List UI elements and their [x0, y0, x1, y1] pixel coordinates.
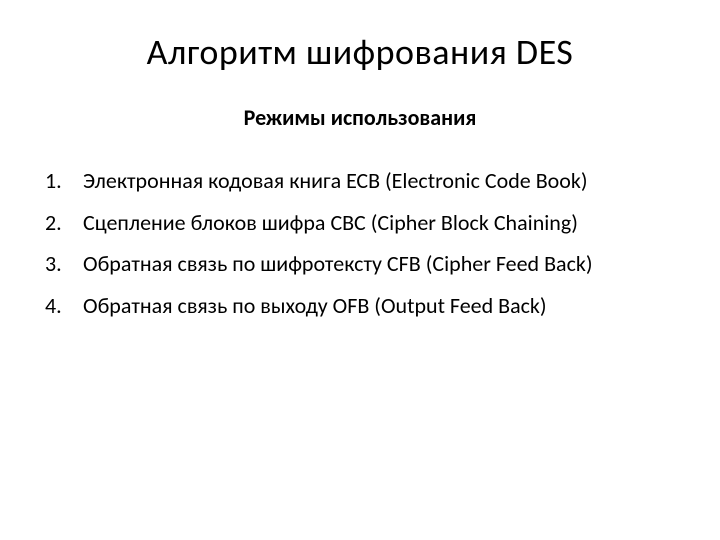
slide-subtitle: Режимы использования	[45, 104, 675, 131]
slide-container: Алгоритм шифрования DES Режимы использов…	[0, 0, 720, 540]
list-item: Электронная кодовая книга ЕСВ (Electroni…	[45, 166, 675, 196]
list-item: Обратная связь по шифротексту CFB (Ciphe…	[45, 249, 675, 279]
slide-title: Алгоритм шифрования DES	[45, 30, 675, 74]
list-item: Обратная связь по выходу OFB (Output Fee…	[45, 291, 675, 321]
modes-list: Электронная кодовая книга ЕСВ (Electroni…	[45, 166, 675, 321]
list-item: Сцепление блоков шифра СВС (Cipher Block…	[45, 208, 675, 238]
